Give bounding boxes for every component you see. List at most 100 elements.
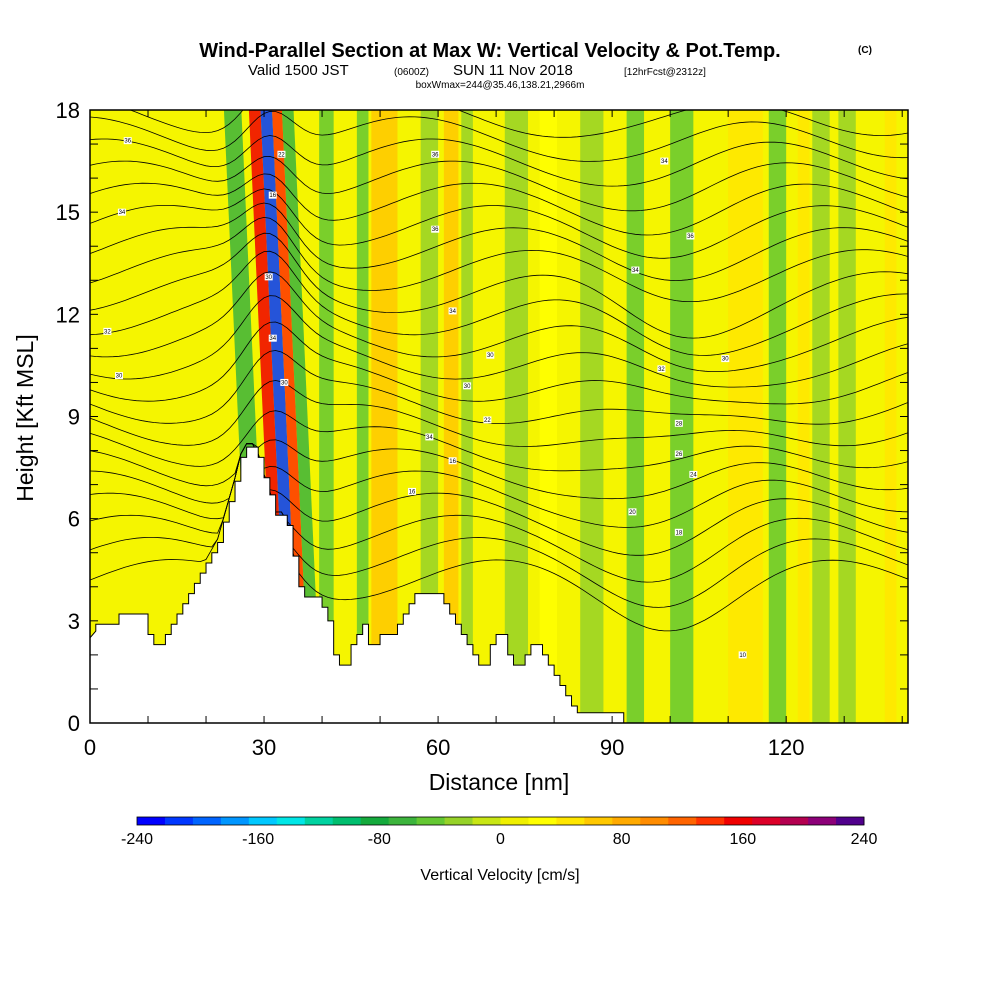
contour-label: 34	[426, 435, 433, 441]
velocity-band	[319, 110, 334, 723]
contour-label-box	[277, 150, 286, 158]
isentrope-line	[129, 110, 908, 138]
contour-label-box	[425, 433, 434, 441]
contour-label-box	[628, 508, 637, 516]
contour-label: 16	[449, 459, 456, 465]
y-tick-label: 6	[68, 507, 80, 532]
isentrope-line	[90, 380, 908, 447]
colorbar-tick-label: -160	[242, 831, 274, 848]
colorbar-swatch	[836, 817, 865, 825]
contour-label: 36	[687, 234, 694, 240]
colorbar-swatch	[640, 817, 669, 825]
y-axis: 0 3 6 9 12 15 18	[56, 98, 80, 736]
colorbar-swatch	[220, 817, 250, 825]
contour-label: 22	[278, 152, 285, 158]
y-tick-label: 12	[56, 302, 80, 327]
isentrope-line	[90, 232, 908, 339]
colorbar-swatch	[724, 817, 753, 825]
contour-label-box	[660, 157, 669, 165]
contour-label: 26	[676, 452, 683, 458]
colorbar-swatch	[528, 817, 557, 825]
isentrope-line	[90, 410, 908, 472]
colorbar-swatch	[192, 817, 222, 825]
contour-label-box	[674, 419, 683, 427]
colorbar-swatch	[164, 817, 194, 825]
y-tick-label: 9	[68, 405, 80, 430]
velocity-band	[461, 110, 473, 723]
x-tick-label: 30	[252, 735, 276, 760]
valid-time: Valid 1500 JST	[248, 62, 349, 79]
colorbar-swatch	[500, 817, 529, 825]
plot-frame	[89, 109, 909, 724]
contour-label-box	[486, 351, 495, 359]
colorbar-tick-label: -240	[121, 831, 153, 848]
contour-label: 18	[676, 530, 683, 536]
contour-label: 24	[690, 472, 697, 478]
forecast-info: [12hrFcst@2312z]	[624, 67, 706, 78]
contour-label: 36	[432, 152, 439, 158]
colorbar-swatch	[137, 817, 166, 825]
subtitle-line: Valid 1500 JST (0600Z) SUN 11 Nov 2018 […	[248, 62, 706, 79]
y-tick-label: 0	[68, 711, 80, 736]
isentrope-line	[90, 155, 908, 212]
title-tag: (C)	[858, 45, 872, 56]
colorbar-swatch	[276, 817, 306, 825]
contour-label: 20	[629, 510, 636, 516]
isentrope-line	[90, 250, 908, 356]
isentrope-line	[90, 202, 908, 281]
contour-label: 10	[739, 653, 746, 659]
colorbar-tick-label: 80	[613, 831, 631, 848]
isentrope-line	[90, 295, 908, 388]
y-tick-label: 3	[68, 609, 80, 634]
x-axis: 0 30 60 90 120	[84, 735, 805, 760]
y-tick-label: 15	[56, 200, 80, 225]
colorbar-swatch	[388, 817, 418, 825]
y-axis-label: Height [Kft MSL]	[12, 334, 38, 501]
colorbar-swatch	[752, 817, 781, 825]
contour-label: 28	[676, 421, 683, 427]
x-tick-label: 90	[600, 735, 624, 760]
x-tick-label: 60	[426, 735, 450, 760]
isentrope-line	[90, 110, 908, 162]
contour-label-box	[448, 457, 457, 465]
contour-label-box	[721, 355, 730, 363]
x-axis-label: Distance [nm]	[429, 769, 570, 795]
colorbar-swatch	[556, 817, 585, 825]
box-info: boxWmax=244@35.46,138.21,2966m	[416, 80, 585, 91]
contour-label: 30	[722, 357, 729, 363]
isentrope-line	[90, 443, 908, 556]
contour-label-box	[264, 273, 273, 281]
colorbar: -240 -160 -80 0 80 160 240	[121, 816, 878, 848]
velocity-band	[812, 110, 830, 723]
contour-label-box	[268, 334, 277, 342]
contour-label-box	[280, 378, 289, 386]
contour-label: 36	[124, 139, 131, 145]
colorbar-swatch	[668, 817, 697, 825]
velocity-band	[626, 110, 645, 723]
chart-title: Wind-Parallel Section at Max W: Vertical…	[199, 40, 780, 62]
contour-label-box	[463, 382, 472, 390]
contour-label: 32	[104, 329, 111, 335]
contour-label: 34	[661, 159, 668, 165]
contour-label: 30	[265, 275, 272, 281]
contour-label: 22	[484, 418, 491, 424]
contour-label: 36	[432, 227, 439, 233]
colorbar-swatch	[416, 817, 446, 825]
contour-label-box	[407, 487, 416, 495]
contour-label: 30	[281, 380, 288, 386]
colorbar-tick-label: 240	[851, 831, 878, 848]
velocity-band	[838, 110, 856, 723]
colorbar-swatch	[248, 817, 278, 825]
velocity-band	[504, 110, 529, 723]
velocity-band	[539, 110, 558, 723]
valid-date: SUN 11 Nov 2018	[453, 62, 573, 79]
contour-label-box	[268, 191, 277, 199]
contour-label-box	[689, 470, 698, 478]
contour-label-box	[657, 365, 666, 373]
colorbar-swatch	[444, 817, 474, 825]
velocity-band	[443, 110, 459, 723]
isentrope-line	[90, 443, 908, 528]
contour-label: 34	[119, 210, 126, 216]
contour-label: 16	[409, 489, 416, 495]
velocity-band	[670, 110, 694, 723]
